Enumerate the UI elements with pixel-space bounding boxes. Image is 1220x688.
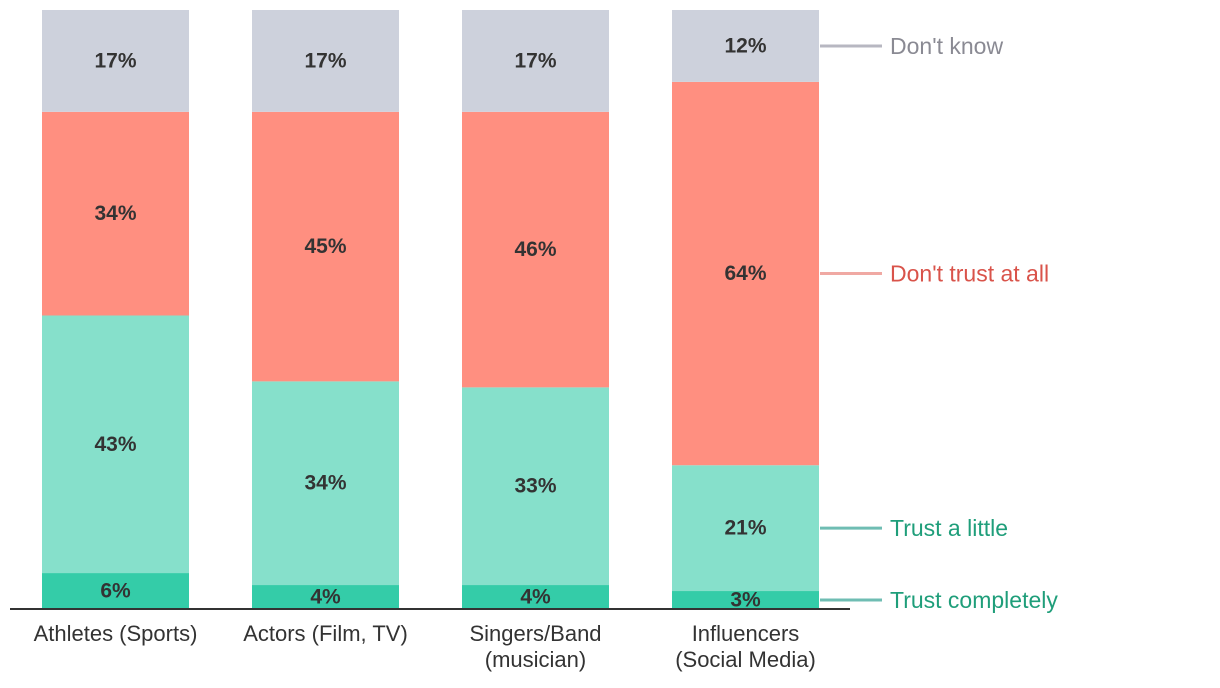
data-label-don-t-know-singers-band-musician: 17% bbox=[514, 49, 556, 72]
bar-segment-trust-a-little-influencers-social-media bbox=[672, 465, 819, 592]
data-label-trust-completely-actors-film-tv: 4% bbox=[310, 586, 341, 609]
bar-segment-don-t-know-actors-film-tv bbox=[252, 10, 399, 112]
data-label-trust-a-little-actors-film-tv: 34% bbox=[304, 472, 346, 495]
data-label-don-t-know-athletes-sports: 17% bbox=[94, 49, 136, 72]
bar-segment-don-t-trust-at-all-influencers-social-media bbox=[672, 81, 819, 466]
bar-segment-trust-a-little-athletes-sports bbox=[42, 315, 189, 574]
bar-segment-trust-a-little-singers-band-musician bbox=[462, 387, 609, 586]
legend-label-trust-completely: Trust completely bbox=[890, 587, 1058, 613]
data-label-don-t-know-actors-film-tv: 17% bbox=[304, 49, 346, 72]
data-label-trust-a-little-influencers-social-media: 21% bbox=[724, 517, 766, 540]
bar-segment-don-t-trust-at-all-actors-film-tv bbox=[252, 111, 399, 382]
bar-segment-trust-completely-influencers-social-media bbox=[672, 591, 819, 609]
data-label-don-t-trust-at-all-actors-film-tv: 45% bbox=[304, 235, 346, 258]
data-label-trust-completely-athletes-sports: 6% bbox=[100, 580, 131, 603]
category-label-actors-film-tv: Actors (Film, TV) bbox=[243, 621, 408, 646]
category-label-influencers-social-media: Influencers (Social Media) bbox=[675, 621, 816, 672]
data-label-trust-a-little-athletes-sports: 43% bbox=[94, 433, 136, 456]
data-label-don-t-trust-at-all-singers-band-musician: 46% bbox=[514, 238, 556, 261]
bar-segment-don-t-trust-at-all-singers-band-musician bbox=[462, 111, 609, 388]
bar-segment-trust-completely-athletes-sports bbox=[42, 573, 189, 609]
bar-segment-trust-a-little-actors-film-tv bbox=[252, 381, 399, 586]
bar-segment-trust-completely-singers-band-musician bbox=[462, 585, 609, 609]
legend-label-don-t-trust-at-all: Don't trust at all bbox=[890, 261, 1049, 287]
data-label-don-t-trust-at-all-athletes-sports: 34% bbox=[94, 202, 136, 225]
category-label-singers-band-musician: Singers/Band (musician) bbox=[469, 621, 601, 672]
category-label-athletes-sports: Athletes (Sports) bbox=[34, 621, 198, 646]
bar-segment-don-t-know-athletes-sports bbox=[42, 10, 189, 112]
bar-segment-don-t-trust-at-all-athletes-sports bbox=[42, 111, 189, 316]
legend-label-trust-a-little: Trust a little bbox=[890, 515, 1008, 541]
bar-segment-don-t-know-influencers-social-media bbox=[672, 10, 819, 82]
bar-segment-trust-completely-actors-film-tv bbox=[252, 585, 399, 609]
data-label-don-t-know-influencers-social-media: 12% bbox=[724, 34, 766, 57]
data-label-trust-a-little-singers-band-musician: 33% bbox=[514, 475, 556, 498]
bar-segment-don-t-know-singers-band-musician bbox=[462, 10, 609, 112]
data-label-trust-completely-singers-band-musician: 4% bbox=[520, 586, 551, 609]
data-label-don-t-trust-at-all-influencers-social-media: 64% bbox=[724, 262, 766, 285]
legend-label-don-t-know: Don't know bbox=[890, 33, 1003, 59]
data-label-trust-completely-influencers-social-media: 3% bbox=[730, 589, 761, 612]
